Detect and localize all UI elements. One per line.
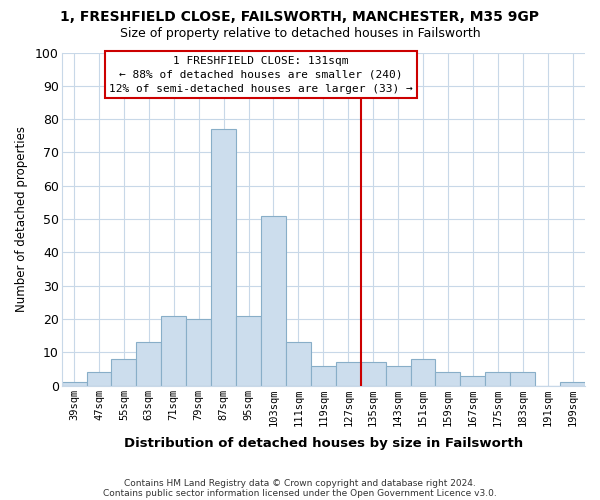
Bar: [436, 372, 460, 386]
Bar: [510, 372, 535, 386]
Text: Size of property relative to detached houses in Failsworth: Size of property relative to detached ho…: [119, 28, 481, 40]
Y-axis label: Number of detached properties: Number of detached properties: [15, 126, 28, 312]
Bar: [112, 359, 136, 386]
Text: 1, FRESHFIELD CLOSE, FAILSWORTH, MANCHESTER, M35 9GP: 1, FRESHFIELD CLOSE, FAILSWORTH, MANCHES…: [61, 10, 539, 24]
Bar: [460, 376, 485, 386]
Bar: [161, 316, 186, 386]
Bar: [485, 372, 510, 386]
Bar: [560, 382, 585, 386]
Bar: [311, 366, 336, 386]
Bar: [186, 319, 211, 386]
Bar: [236, 316, 261, 386]
Bar: [361, 362, 386, 386]
Bar: [410, 359, 436, 386]
Text: 1 FRESHFIELD CLOSE: 131sqm
← 88% of detached houses are smaller (240)
12% of sem: 1 FRESHFIELD CLOSE: 131sqm ← 88% of deta…: [109, 56, 413, 94]
Bar: [386, 366, 410, 386]
Bar: [286, 342, 311, 386]
Text: Contains public sector information licensed under the Open Government Licence v3: Contains public sector information licen…: [103, 488, 497, 498]
Bar: [86, 372, 112, 386]
Bar: [261, 216, 286, 386]
Text: Contains HM Land Registry data © Crown copyright and database right 2024.: Contains HM Land Registry data © Crown c…: [124, 478, 476, 488]
X-axis label: Distribution of detached houses by size in Failsworth: Distribution of detached houses by size …: [124, 437, 523, 450]
Bar: [62, 382, 86, 386]
Bar: [336, 362, 361, 386]
Bar: [211, 129, 236, 386]
Bar: [136, 342, 161, 386]
